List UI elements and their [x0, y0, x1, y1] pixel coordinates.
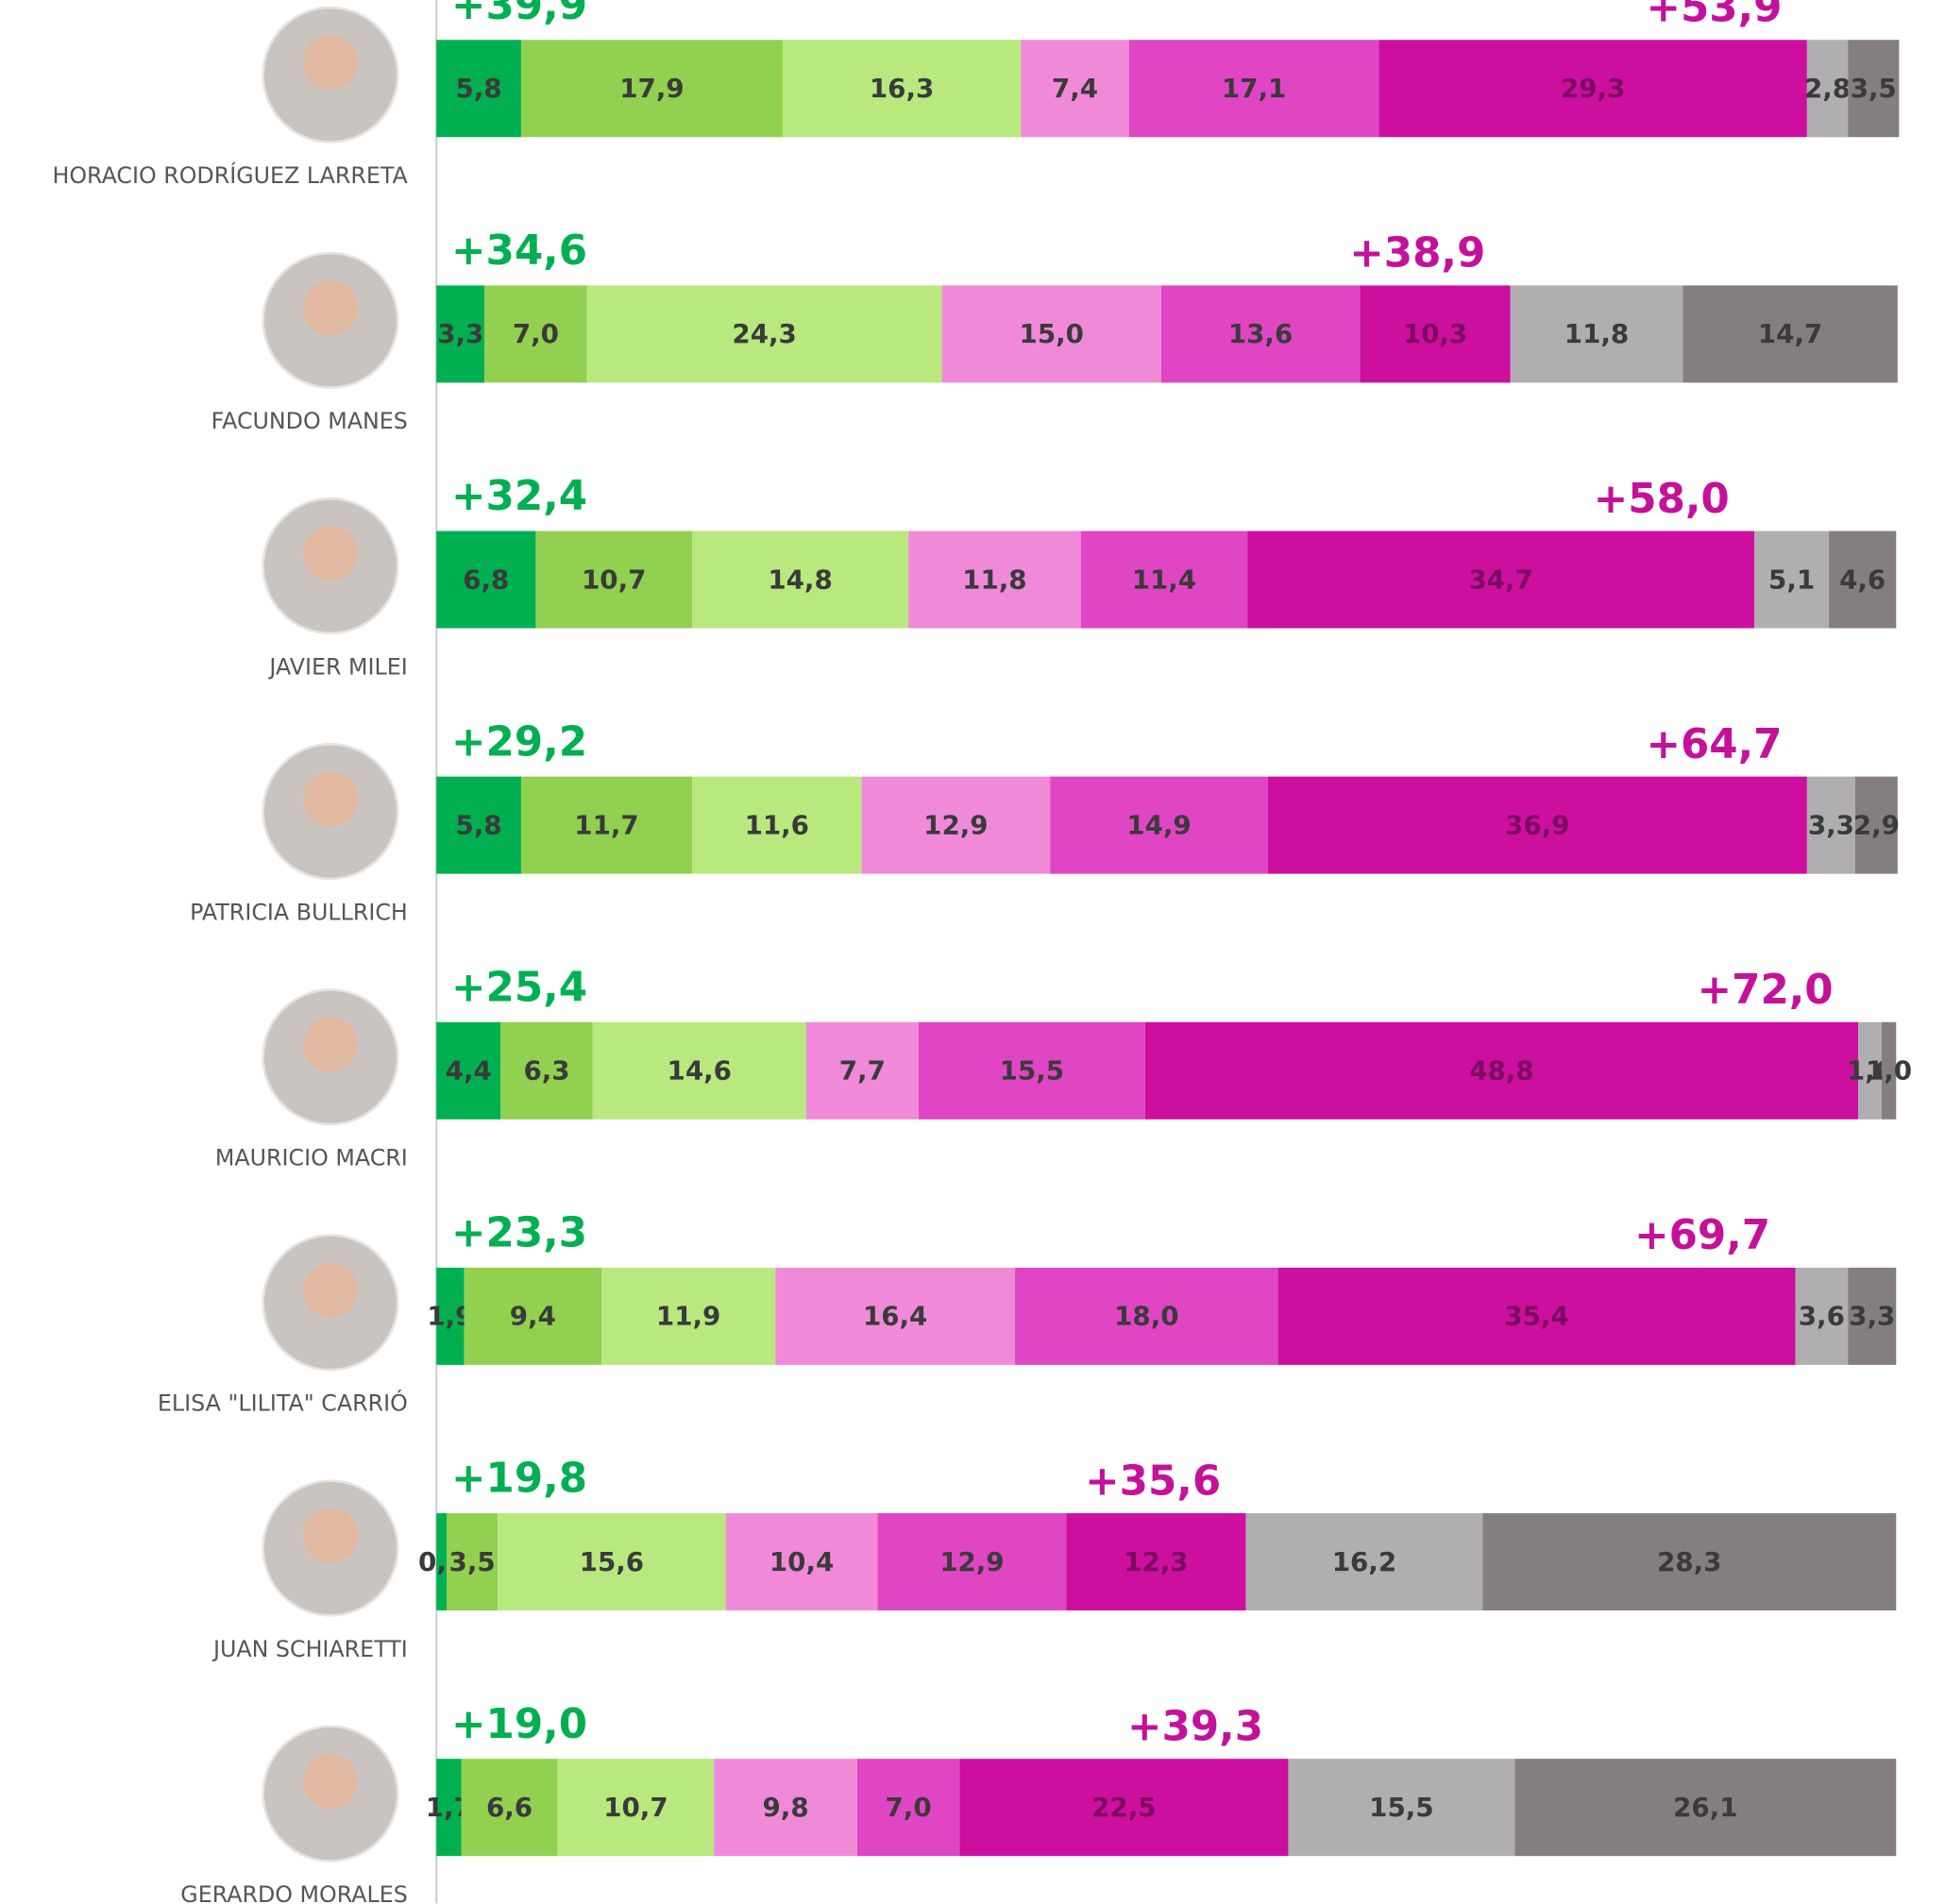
segment-label: 7,4: [1052, 73, 1098, 104]
segment-label: 15,0: [1020, 318, 1084, 349]
segment-label: 9,4: [510, 1301, 556, 1332]
left-total: +29,2: [451, 718, 587, 766]
segment-label: 36,9: [1505, 809, 1569, 840]
segment-label: 3,5: [1851, 73, 1897, 104]
photo-face: [303, 1508, 358, 1563]
segment-label: 12,3: [1124, 1546, 1188, 1577]
left-total: +32,4: [451, 473, 587, 520]
segment-label: 24,3: [732, 318, 796, 349]
candidate-name: JAVIER MILEI: [267, 653, 407, 680]
segment-label: 16,3: [870, 73, 934, 104]
segment-label: 11,9: [656, 1301, 720, 1332]
segment-label: 22,5: [1091, 1792, 1156, 1823]
segment-label: 7,7: [839, 1055, 886, 1087]
photo-face: [303, 1017, 358, 1071]
segment-label: 6,8: [463, 564, 509, 595]
candidate-name: MAURICIO MACRI: [215, 1145, 408, 1171]
photo-face: [303, 1263, 358, 1318]
segment-label: 11,7: [574, 809, 638, 840]
segment-label: 14,6: [668, 1055, 732, 1087]
right-total: +69,7: [1634, 1212, 1770, 1259]
segment-label: 28,3: [1657, 1546, 1721, 1577]
segment-label: 17,9: [619, 73, 684, 104]
segment-label: 35,4: [1504, 1301, 1568, 1332]
photo-face: [303, 526, 358, 581]
segment-label: 26,1: [1673, 1792, 1737, 1823]
candidate-name: FACUNDO MANES: [211, 408, 408, 434]
candidate-name: ELISA "LILITA" CARRIÓ: [158, 1390, 408, 1417]
segment-label: 17,1: [1222, 73, 1286, 104]
left-total: +19,8: [451, 1456, 587, 1503]
segment-label: 16,4: [863, 1301, 927, 1332]
photo-face: [303, 280, 358, 335]
segment-label: 7,0: [513, 318, 559, 349]
segment-label: 11,8: [962, 564, 1026, 595]
segment-label: 3,3: [1808, 809, 1854, 840]
left-total: +25,4: [451, 964, 587, 1011]
segment-label: 5,8: [456, 809, 502, 840]
right-total: +53,9: [1646, 0, 1782, 32]
segment-label: 3,3: [1849, 1301, 1895, 1332]
segment-label: 48,8: [1469, 1055, 1533, 1087]
segment-label: 5,1: [1768, 564, 1815, 595]
left-total: +19,0: [451, 1701, 587, 1748]
candidate-name: HORACIO RODRÍGUEZ LARRETA: [52, 162, 408, 189]
photo-face: [303, 35, 358, 90]
photo-face: [303, 1754, 358, 1809]
segment-label: 5,8: [456, 73, 502, 104]
segment-label: 10,7: [582, 564, 646, 595]
segment-label: 14,9: [1126, 809, 1191, 840]
segment-label: 16,2: [1332, 1546, 1396, 1577]
segment-label: 4,4: [446, 1055, 492, 1087]
segment-label: 18,0: [1114, 1301, 1178, 1332]
segment-label: 14,8: [768, 564, 832, 595]
left-total: +34,6: [451, 227, 587, 275]
segment-label: 14,7: [1758, 318, 1822, 349]
left-total: +23,3: [451, 1210, 587, 1257]
segment-label: 34,7: [1468, 564, 1532, 595]
segment-label: 4,6: [1839, 564, 1886, 595]
segment-label: 2,8: [1804, 73, 1851, 104]
segment-label: 3,3: [437, 318, 483, 349]
segment-label: 1,0: [1866, 1055, 1912, 1087]
right-total: +58,0: [1594, 476, 1730, 523]
chart: HORACIO RODRÍGUEZ LARRETA 5,8 17,9 16,3 7,4 1…: [0, 0, 1945, 1904]
segment-label: 15,5: [1369, 1792, 1433, 1823]
segment-label: 10,4: [770, 1546, 834, 1577]
right-total: +39,3: [1127, 1703, 1263, 1750]
segment-label: 9,8: [763, 1792, 809, 1823]
segment-label: 10,7: [603, 1792, 668, 1823]
right-total: +35,6: [1085, 1457, 1221, 1505]
segment-label: 3,6: [1799, 1301, 1845, 1332]
segment-label: 15,6: [580, 1546, 644, 1577]
segment-label: 12,9: [939, 1546, 1004, 1577]
right-total: +72,0: [1698, 967, 1834, 1014]
right-total: +64,7: [1646, 721, 1782, 768]
segment-label: 12,9: [923, 809, 988, 840]
segment-label: 11,4: [1132, 564, 1196, 595]
candidate-name: GERARDO MORALES: [180, 1881, 408, 1904]
candidate-name: JUAN SCHIARETTI: [211, 1636, 408, 1662]
segment-label: 15,5: [1000, 1055, 1064, 1087]
segment-label: 2,9: [1853, 809, 1900, 840]
photo-face: [303, 771, 358, 826]
segment-label: 29,3: [1561, 73, 1625, 104]
segment-label: 11,8: [1564, 318, 1629, 349]
segment-label: 6,6: [486, 1792, 533, 1823]
candidate-name: PATRICIA BULLRICH: [190, 899, 408, 925]
segment-label: 13,6: [1228, 318, 1293, 349]
right-total: +38,9: [1349, 230, 1485, 278]
segment-label: 7,0: [886, 1792, 932, 1823]
segment-label: 3,5: [449, 1546, 496, 1577]
left-total: +39,9: [451, 0, 587, 29]
segment-label: 6,3: [523, 1055, 569, 1087]
segment-label: 10,3: [1403, 318, 1467, 349]
segment-label: 11,6: [745, 809, 809, 840]
